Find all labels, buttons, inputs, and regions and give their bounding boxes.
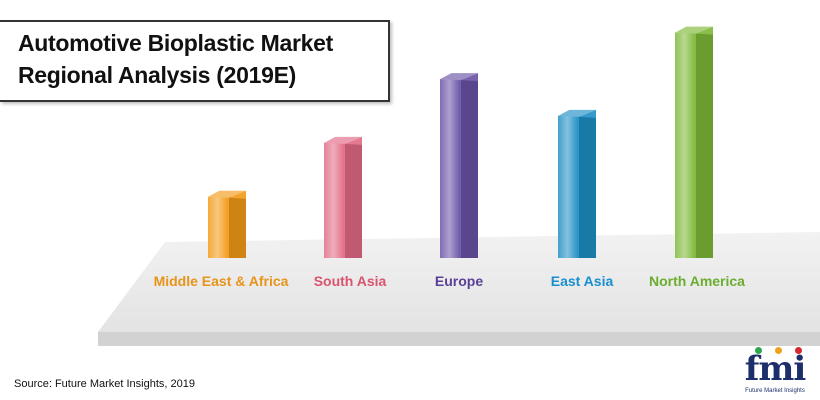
category-label: Europe [435, 273, 483, 289]
logo-dot-icon [795, 347, 802, 354]
bars-group [208, 26, 713, 259]
chart-floor-platform [98, 232, 820, 346]
chart-title-line-1: Automotive Bioplastic Market [18, 30, 333, 56]
chart-title-box: Automotive Bioplastic Market Regional An… [0, 20, 390, 102]
source-note: Source: Future Market Insights, 2019 [14, 378, 195, 390]
bar-south-asia [324, 136, 362, 258]
category-label: North America [649, 273, 745, 289]
bar-middle-east-africa [208, 190, 246, 258]
bar-europe [440, 73, 478, 259]
category-labels-group: Middle East & Africa South Asia Europe East… [154, 273, 746, 289]
bar-east-asia [558, 109, 596, 259]
logo-wordmark: fmi [744, 349, 807, 389]
category-label: Middle East & Africa [154, 273, 289, 289]
category-label: South Asia [314, 273, 387, 289]
category-label: East Asia [551, 273, 614, 289]
fmi-logo: fmi Future Market Insights [733, 346, 817, 398]
chart-title-line-2: Regional Analysis (2019E) [18, 62, 296, 88]
bar-north-america [675, 26, 713, 258]
logo-dot-icon [755, 347, 762, 354]
logo-dot-icon [775, 347, 782, 354]
logo-tagline: Future Market Insights [745, 388, 805, 394]
